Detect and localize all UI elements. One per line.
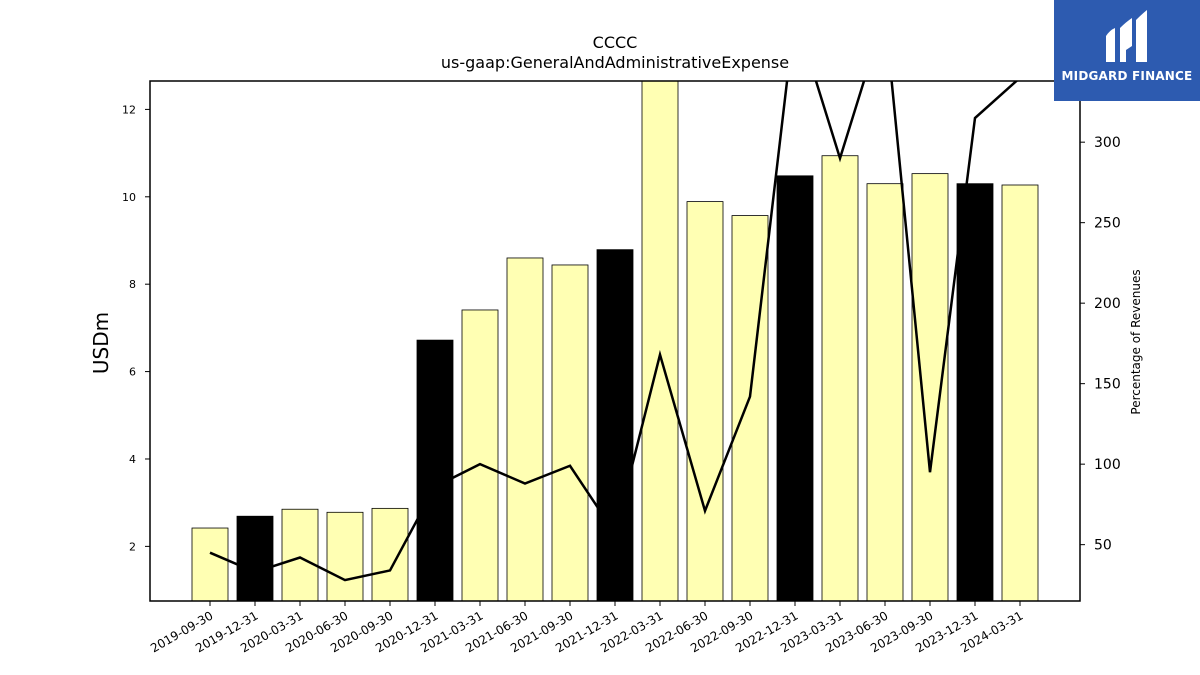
bar	[281, 508, 319, 601]
bar	[506, 257, 544, 601]
bar	[821, 155, 859, 601]
y-tick-label: 2	[129, 540, 136, 553]
bar	[641, 81, 679, 601]
y-tick-label: 8	[129, 278, 136, 291]
bar	[416, 339, 454, 601]
bar	[1001, 184, 1039, 601]
bar	[371, 507, 409, 601]
y-tick-label: 6	[129, 366, 136, 379]
y-right-tick-label: 200	[1094, 296, 1121, 312]
y-axis-label-left: USDm	[89, 311, 113, 375]
logo-text: MIDGARD FINANCE	[1061, 69, 1193, 83]
bar	[686, 201, 724, 601]
bar	[956, 183, 994, 601]
bar	[596, 249, 634, 601]
y-tick-label: 10	[122, 191, 136, 204]
y-axis-label-right: Percentage of Revenues	[1129, 269, 1143, 415]
y-right-tick-label: 150	[1094, 377, 1121, 393]
chart-subtitle: us-gaap:GeneralAndAdministrativeExpense	[440, 53, 790, 72]
y-tick-label: 12	[122, 103, 136, 116]
bar	[236, 515, 274, 601]
bar	[551, 264, 589, 601]
chart-title: CCCC	[592, 33, 638, 52]
bar	[461, 309, 499, 601]
y-tick-label: 4	[129, 453, 136, 466]
logo-mark-icon	[1106, 10, 1147, 62]
bar	[191, 527, 229, 601]
bar	[866, 183, 904, 601]
percentage-line	[209, 81, 1019, 582]
y-right-tick-label: 300	[1094, 135, 1121, 151]
bar	[776, 175, 814, 601]
y-right-tick-label: 50	[1094, 538, 1112, 554]
bar	[911, 173, 949, 601]
y-right-tick-label: 100	[1094, 457, 1121, 473]
midgard-finance-logo: MIDGARD FINANCE	[1054, 0, 1200, 101]
bar	[326, 511, 364, 601]
y-right-tick-label: 250	[1094, 216, 1121, 232]
plot-area	[191, 81, 1039, 601]
bar	[731, 215, 769, 601]
